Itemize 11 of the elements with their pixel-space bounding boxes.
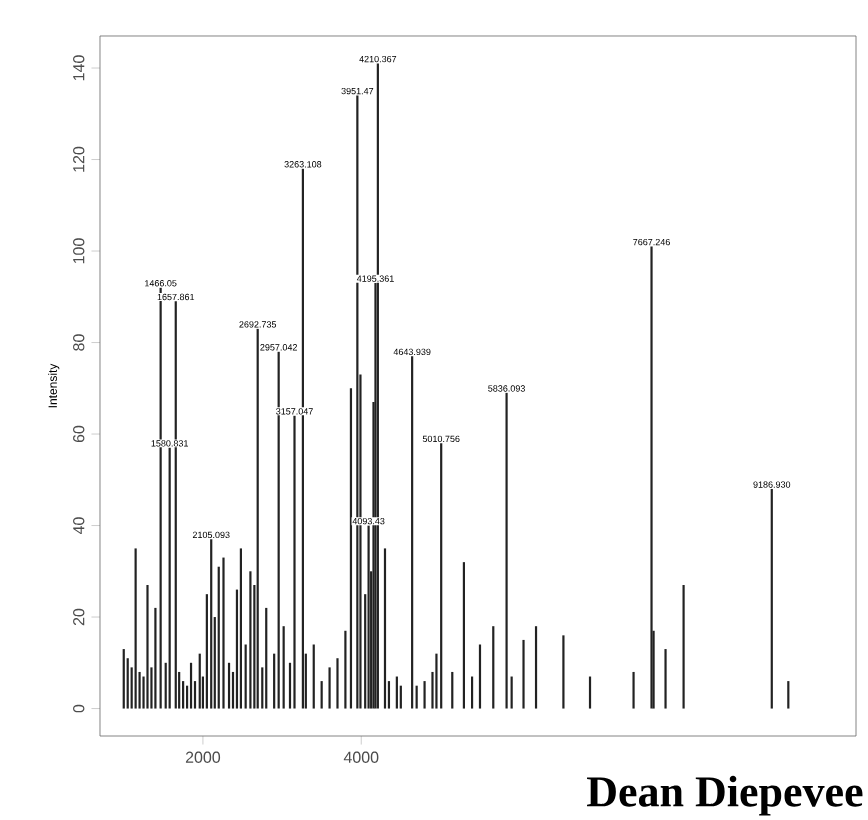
y-tick-label: 60: [73, 425, 85, 443]
y-tick-label: 0: [73, 704, 85, 713]
x-tick-label: 2000: [185, 751, 221, 763]
y-tick-label: 100: [73, 238, 85, 264]
y-tick-label: 140: [73, 55, 85, 81]
y-tick-label: 20: [73, 608, 85, 626]
y-tick-label: 80: [73, 334, 85, 351]
text: Dean Diepevee: [587, 775, 863, 816]
y-tick-label: 120: [73, 146, 85, 172]
y-tick-label: 40: [73, 517, 85, 535]
x-tick-label: 4000: [343, 751, 379, 763]
